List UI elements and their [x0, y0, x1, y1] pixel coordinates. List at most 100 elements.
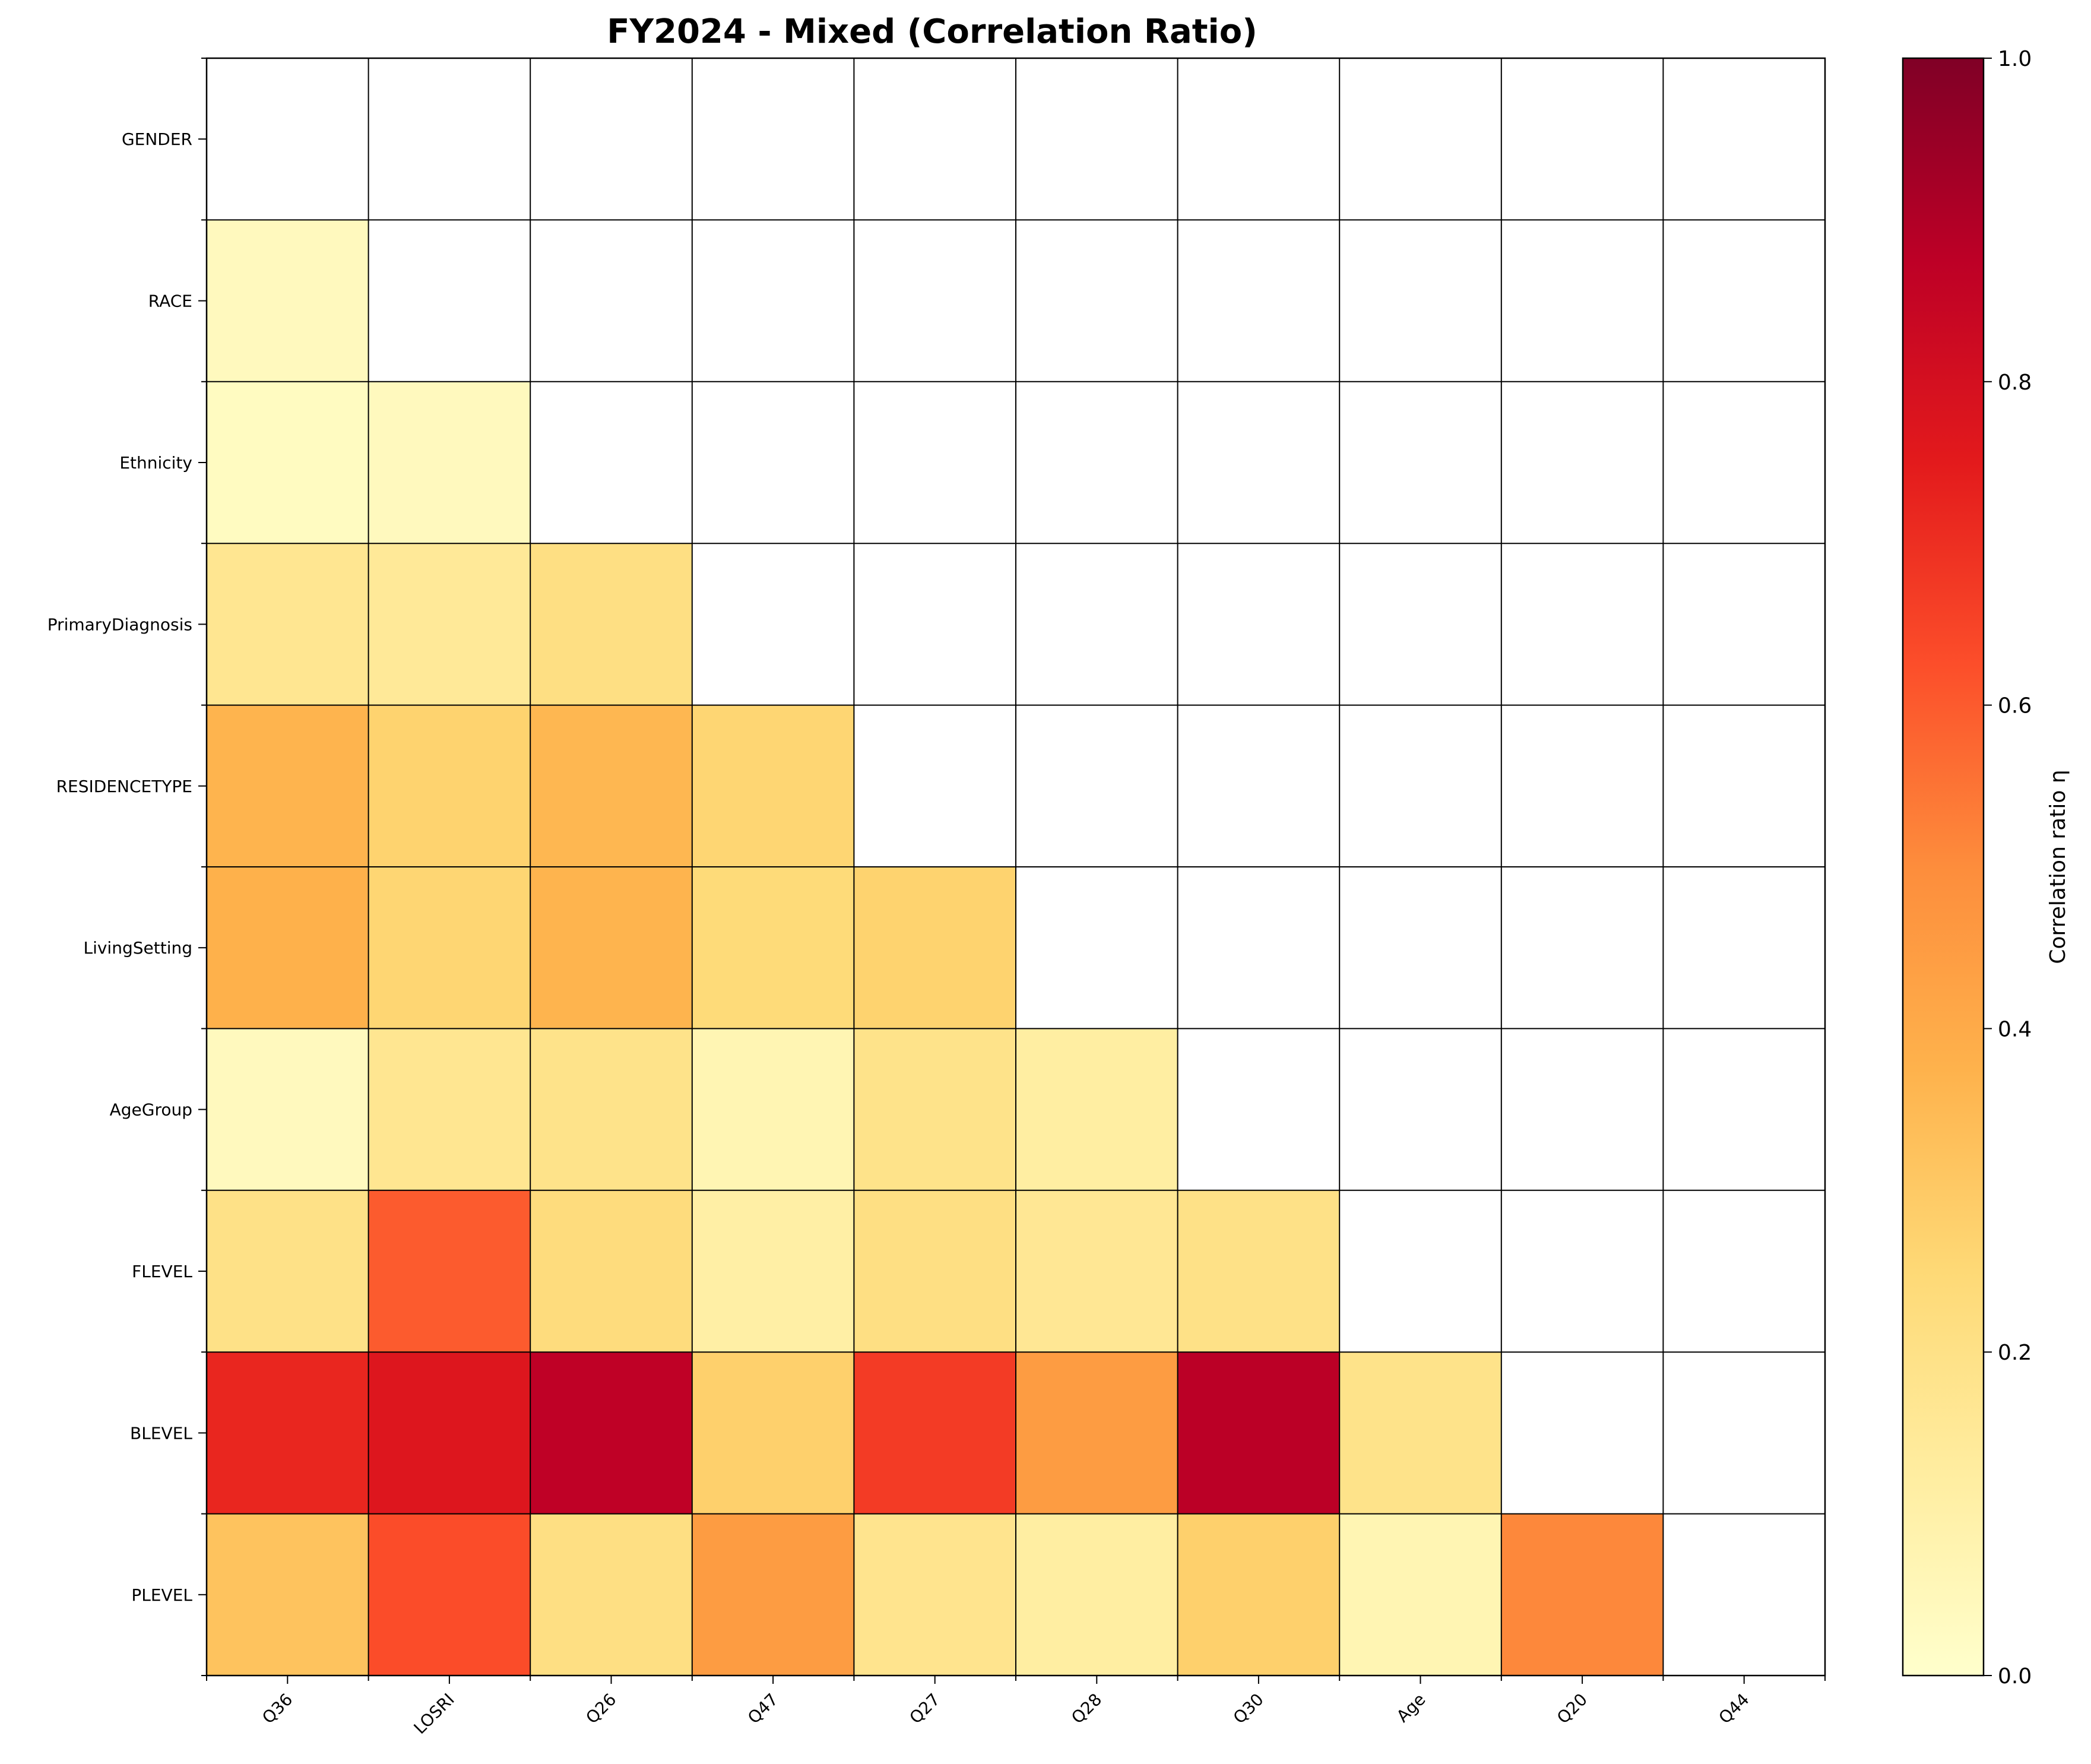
heatmap-cell	[530, 1190, 692, 1353]
heatmap-cell	[368, 1028, 531, 1190]
heatmap-cell	[1016, 867, 1178, 1029]
heatmap-cell	[1016, 1513, 1178, 1676]
heatmap-cell	[207, 1190, 369, 1353]
heatmap-cell	[1501, 867, 1664, 1029]
x-axis-ticks: Q36 LOSRI Q26 Q47 Q27 Q28 Q30 Age Q20 Q44	[206, 1676, 1826, 1738]
heatmap-cell	[1501, 1028, 1664, 1190]
heatmap-cell	[1339, 1513, 1501, 1676]
x-tick-label: Q20	[1553, 1690, 1591, 1728]
heatmap-cell	[368, 381, 531, 544]
x-tick-label: Q44	[1715, 1690, 1753, 1728]
x-tick-label: Q28	[1067, 1690, 1105, 1728]
heatmap-cell	[207, 1352, 369, 1514]
heatmap-cell	[1177, 543, 1340, 705]
colorbar-gradient	[1903, 58, 1984, 1676]
heatmap-cell	[1339, 1190, 1501, 1353]
heatmap-cell	[368, 543, 531, 705]
y-tick-label: RACE	[148, 292, 192, 311]
heatmap-cell	[854, 543, 1016, 705]
heatmap-cell	[368, 1190, 531, 1353]
heatmap-cell	[1501, 220, 1664, 382]
heatmap-cell	[207, 1513, 369, 1676]
heatmap-cell	[1016, 1028, 1178, 1190]
heatmap-cell	[854, 1352, 1016, 1514]
heatmap-cell	[1177, 220, 1340, 382]
heatmap-cell	[530, 1352, 692, 1514]
y-tick-label: AgeGroup	[110, 1100, 192, 1120]
heatmap-cell	[1663, 381, 1825, 544]
heatmap-cell	[368, 58, 531, 220]
heatmap-cell	[854, 381, 1016, 544]
heatmap-gridlines	[207, 58, 1825, 1676]
heatmap-cell	[368, 1513, 531, 1676]
x-tick-label: Q47	[744, 1690, 782, 1728]
heatmap-cell	[1339, 220, 1501, 382]
heatmap-cell	[207, 381, 369, 544]
heatmap-cell	[1663, 1513, 1825, 1676]
heatmap-cell	[1501, 543, 1664, 705]
heatmap-cell	[854, 705, 1016, 867]
heatmap-cell	[1177, 1190, 1340, 1353]
heatmap-cell	[1339, 705, 1501, 867]
heatmap-cell	[1177, 1513, 1340, 1676]
heatmap-cell	[692, 1190, 854, 1353]
heatmap-cell	[207, 705, 369, 867]
heatmap-cell	[1501, 1513, 1664, 1676]
heatmap-cell	[1339, 543, 1501, 705]
heatmap-cell	[1016, 1190, 1178, 1353]
heatmap-cell	[692, 867, 854, 1029]
heatmap-cell	[1016, 543, 1178, 705]
heatmap-cell	[854, 1028, 1016, 1190]
y-tick-label: RESIDENCETYPE	[56, 777, 192, 796]
x-tick-label: Q30	[1230, 1690, 1268, 1728]
heatmap-cell	[1339, 381, 1501, 544]
colorbar-tick-label: 0.4	[1998, 1017, 2032, 1041]
colorbar-tick-label: 0.8	[1998, 370, 2032, 395]
x-tick-label: LOSRI	[410, 1690, 458, 1738]
heatmap-cell	[1016, 220, 1178, 382]
heatmap-cell	[692, 1028, 854, 1190]
colorbar-label: Correlation ratio η	[2046, 769, 2070, 964]
y-axis-ticks: GENDER RACE Ethnicity PrimaryDiagnosis RESID…	[47, 58, 207, 1676]
heatmap-cell	[530, 58, 692, 220]
heatmap-cell	[207, 220, 369, 382]
heatmap-cell	[207, 58, 369, 220]
heatmap-cell	[1339, 1028, 1501, 1190]
y-tick-label: FLEVEL	[132, 1262, 192, 1281]
heatmap-cell	[692, 381, 854, 544]
heatmap-cell	[1177, 867, 1340, 1029]
heatmap-cell	[692, 220, 854, 382]
heatmap-cell	[692, 1513, 854, 1676]
heatmap-cell	[1339, 867, 1501, 1029]
heatmap-cell	[692, 543, 854, 705]
heatmap-cell	[207, 867, 369, 1029]
heatmap-cell	[854, 58, 1016, 220]
heatmap-cell	[1501, 58, 1664, 220]
heatmap-cell	[530, 705, 692, 867]
colorbar: 0.0 0.2 0.4 0.6 0.8 1.0 Correlation ratio η	[1902, 47, 2070, 1689]
y-tick-label: BLEVEL	[130, 1423, 192, 1443]
heatmap-cell	[692, 705, 854, 867]
colorbar-tick-label: 0.0	[1998, 1664, 2032, 1689]
heatmap-cell	[1177, 705, 1340, 867]
heatmap-cell	[207, 1028, 369, 1190]
heatmap-cell	[1177, 58, 1340, 220]
heatmap-cell	[530, 867, 692, 1029]
heatmap-cell	[530, 1028, 692, 1190]
colorbar-frame	[1902, 57, 1985, 1677]
heatmap-cells	[207, 58, 1825, 1676]
colorbar-tick-label: 0.6	[1998, 694, 2032, 718]
heatmap-cell	[1501, 1190, 1664, 1353]
heatmap-cell	[530, 1513, 692, 1676]
heatmap-cell	[692, 1352, 854, 1514]
heatmap-cell	[368, 705, 531, 867]
x-tick-label: Q26	[582, 1690, 620, 1728]
x-tick-label: Age	[1393, 1690, 1430, 1727]
heatmap-cell	[207, 543, 369, 705]
heatmap-cell	[692, 58, 854, 220]
y-tick-label: PrimaryDiagnosis	[47, 615, 192, 634]
heatmap-cell	[1501, 381, 1664, 544]
x-tick-label: Q36	[258, 1690, 296, 1728]
heatmap-cell	[1663, 543, 1825, 705]
